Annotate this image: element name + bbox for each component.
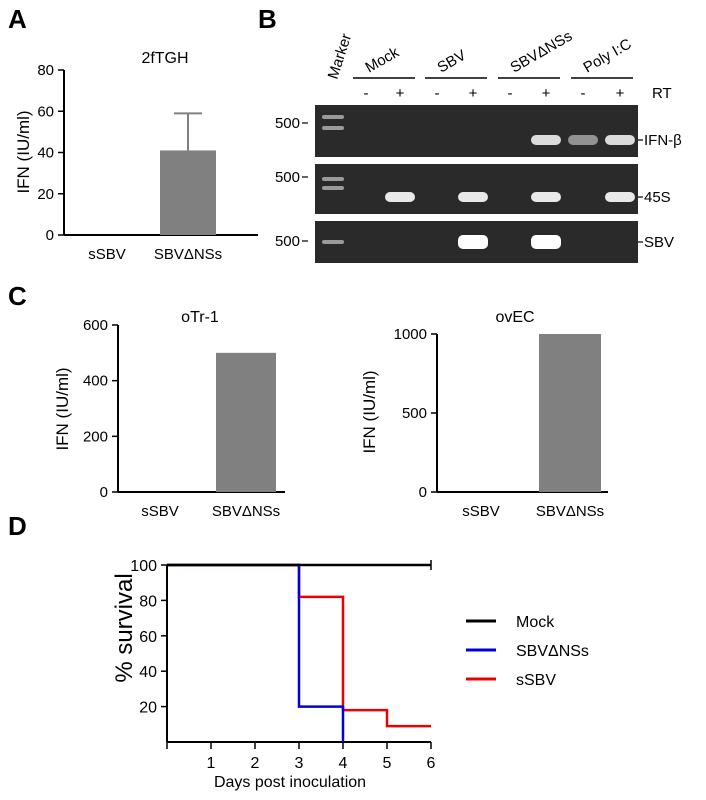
y-tick-label: 40 [139,664,157,681]
marker-band [322,186,344,190]
row-label: 45S [644,189,671,206]
x-tick-label: 2 [251,755,260,772]
chart-2ftgh: 2fTGH IFN (IU/ml) 0 20 40 60 80 sSBV SBVΔNSs [14,50,258,263]
x-tick-label: sSBV [88,246,126,263]
marker-band [322,177,344,181]
chart-title: ovEC [495,309,534,326]
x-tick-label: sSBV [141,503,179,520]
gel-band [385,192,415,202]
rt-sign: - [508,85,513,102]
size-label: 500 [275,115,300,132]
x-tick-label: 6 [427,755,436,772]
size-label: 500 [275,169,300,186]
lane-group-label: SBV [435,47,469,77]
rt-sign: + [396,85,405,102]
y-tick-label: 100 [130,558,157,575]
legend-label: sSBV [516,672,556,689]
row-label: IFN-β [644,132,682,149]
gel-band [531,135,561,145]
rt-label: RT [652,85,672,102]
gel-band [568,135,598,145]
series-line [167,563,345,742]
bar [216,352,276,492]
bar [539,334,601,492]
size-label: 500 [275,233,300,250]
y-tick-label: 400 [83,373,108,390]
gel-strip [315,105,638,157]
x-tick-label: 1 [207,755,216,772]
marker-band [322,115,344,119]
gel-band [605,192,635,202]
y-axis-label: IFN (IU/ml) [53,367,72,450]
y-tick-label: 600 [83,317,108,334]
y-tick-label: 0 [46,227,54,244]
y-tick-label: 0 [100,484,108,501]
marker-band [322,240,344,244]
panel-letter-b: B [258,4,277,34]
y-tick-label: 20 [37,186,54,203]
chart-ovec: ovEC IFN (IU/ml) 0 500 1000 sSBV SBVΔNSs [360,309,608,520]
y-tick-label: 1000 [394,326,427,343]
marker-label: Marker [325,32,356,82]
x-tick-label: 4 [339,755,348,772]
y-axis-label: IFN (IU/ml) [360,370,379,453]
y-tick-label: 80 [37,62,54,79]
gel-band [531,192,561,202]
x-tick-label: sSBV [462,503,500,520]
rt-sign: + [616,85,625,102]
chart-otr1: oTr-1 IFN (IU/ml) 0 200 400 600 sSBV SBVΔNSs [53,309,285,520]
y-tick-label: 60 [37,103,54,120]
rt-sign: + [542,85,551,102]
y-tick-label: 0 [419,484,427,501]
marker-band [322,126,344,130]
x-tick-label: SBVΔNSs [212,503,280,520]
y-tick-label: 500 [402,405,427,422]
x-tick-label: 5 [383,755,392,772]
rt-sign: - [581,85,586,102]
rt-sign: - [435,85,440,102]
lane-group-label: SBVΔNSs [508,28,576,77]
y-tick-label: 60 [139,629,157,646]
chart-title: oTr-1 [181,309,219,326]
bar [160,150,216,235]
panel-letter-d: D [8,511,27,541]
lane-group-label: Mock [363,44,403,77]
survival-chart: % survival Days post inoculation 20 40 60 8… [111,558,589,791]
gel-strip [315,164,638,214]
y-axis-label: % survival [111,573,138,682]
gel-panel: Marker RT Mock SBV SBVΔNSs Poly I:C - + - + - + - +… [275,28,682,263]
legend-label: Mock [516,614,555,631]
gel-band [458,192,488,202]
gel-band [458,235,488,249]
y-tick-label: 200 [83,428,108,445]
panel-letter-a: A [8,4,27,34]
x-tick-label: 3 [295,755,304,772]
y-tick-label: 20 [139,700,157,717]
legend-label: SBVΔNSs [516,643,589,660]
chart-title: 2fTGH [141,50,188,67]
gel-band [605,135,635,145]
panel-letter-c: C [8,281,27,311]
y-tick-label: 80 [139,593,157,610]
rt-sign: + [469,85,478,102]
row-label: SBV [644,234,674,251]
y-tick-label: 40 [37,145,54,162]
rt-sign: - [364,85,369,102]
lane-group-label: Poly I:C [581,35,635,76]
gel-band [531,235,561,249]
x-tick-label: SBVΔNSs [154,246,222,263]
x-tick-label: SBVΔNSs [536,503,604,520]
x-axis-label: Days post inoculation [214,774,366,791]
y-axis-label: IFN (IU/ml) [14,110,33,193]
